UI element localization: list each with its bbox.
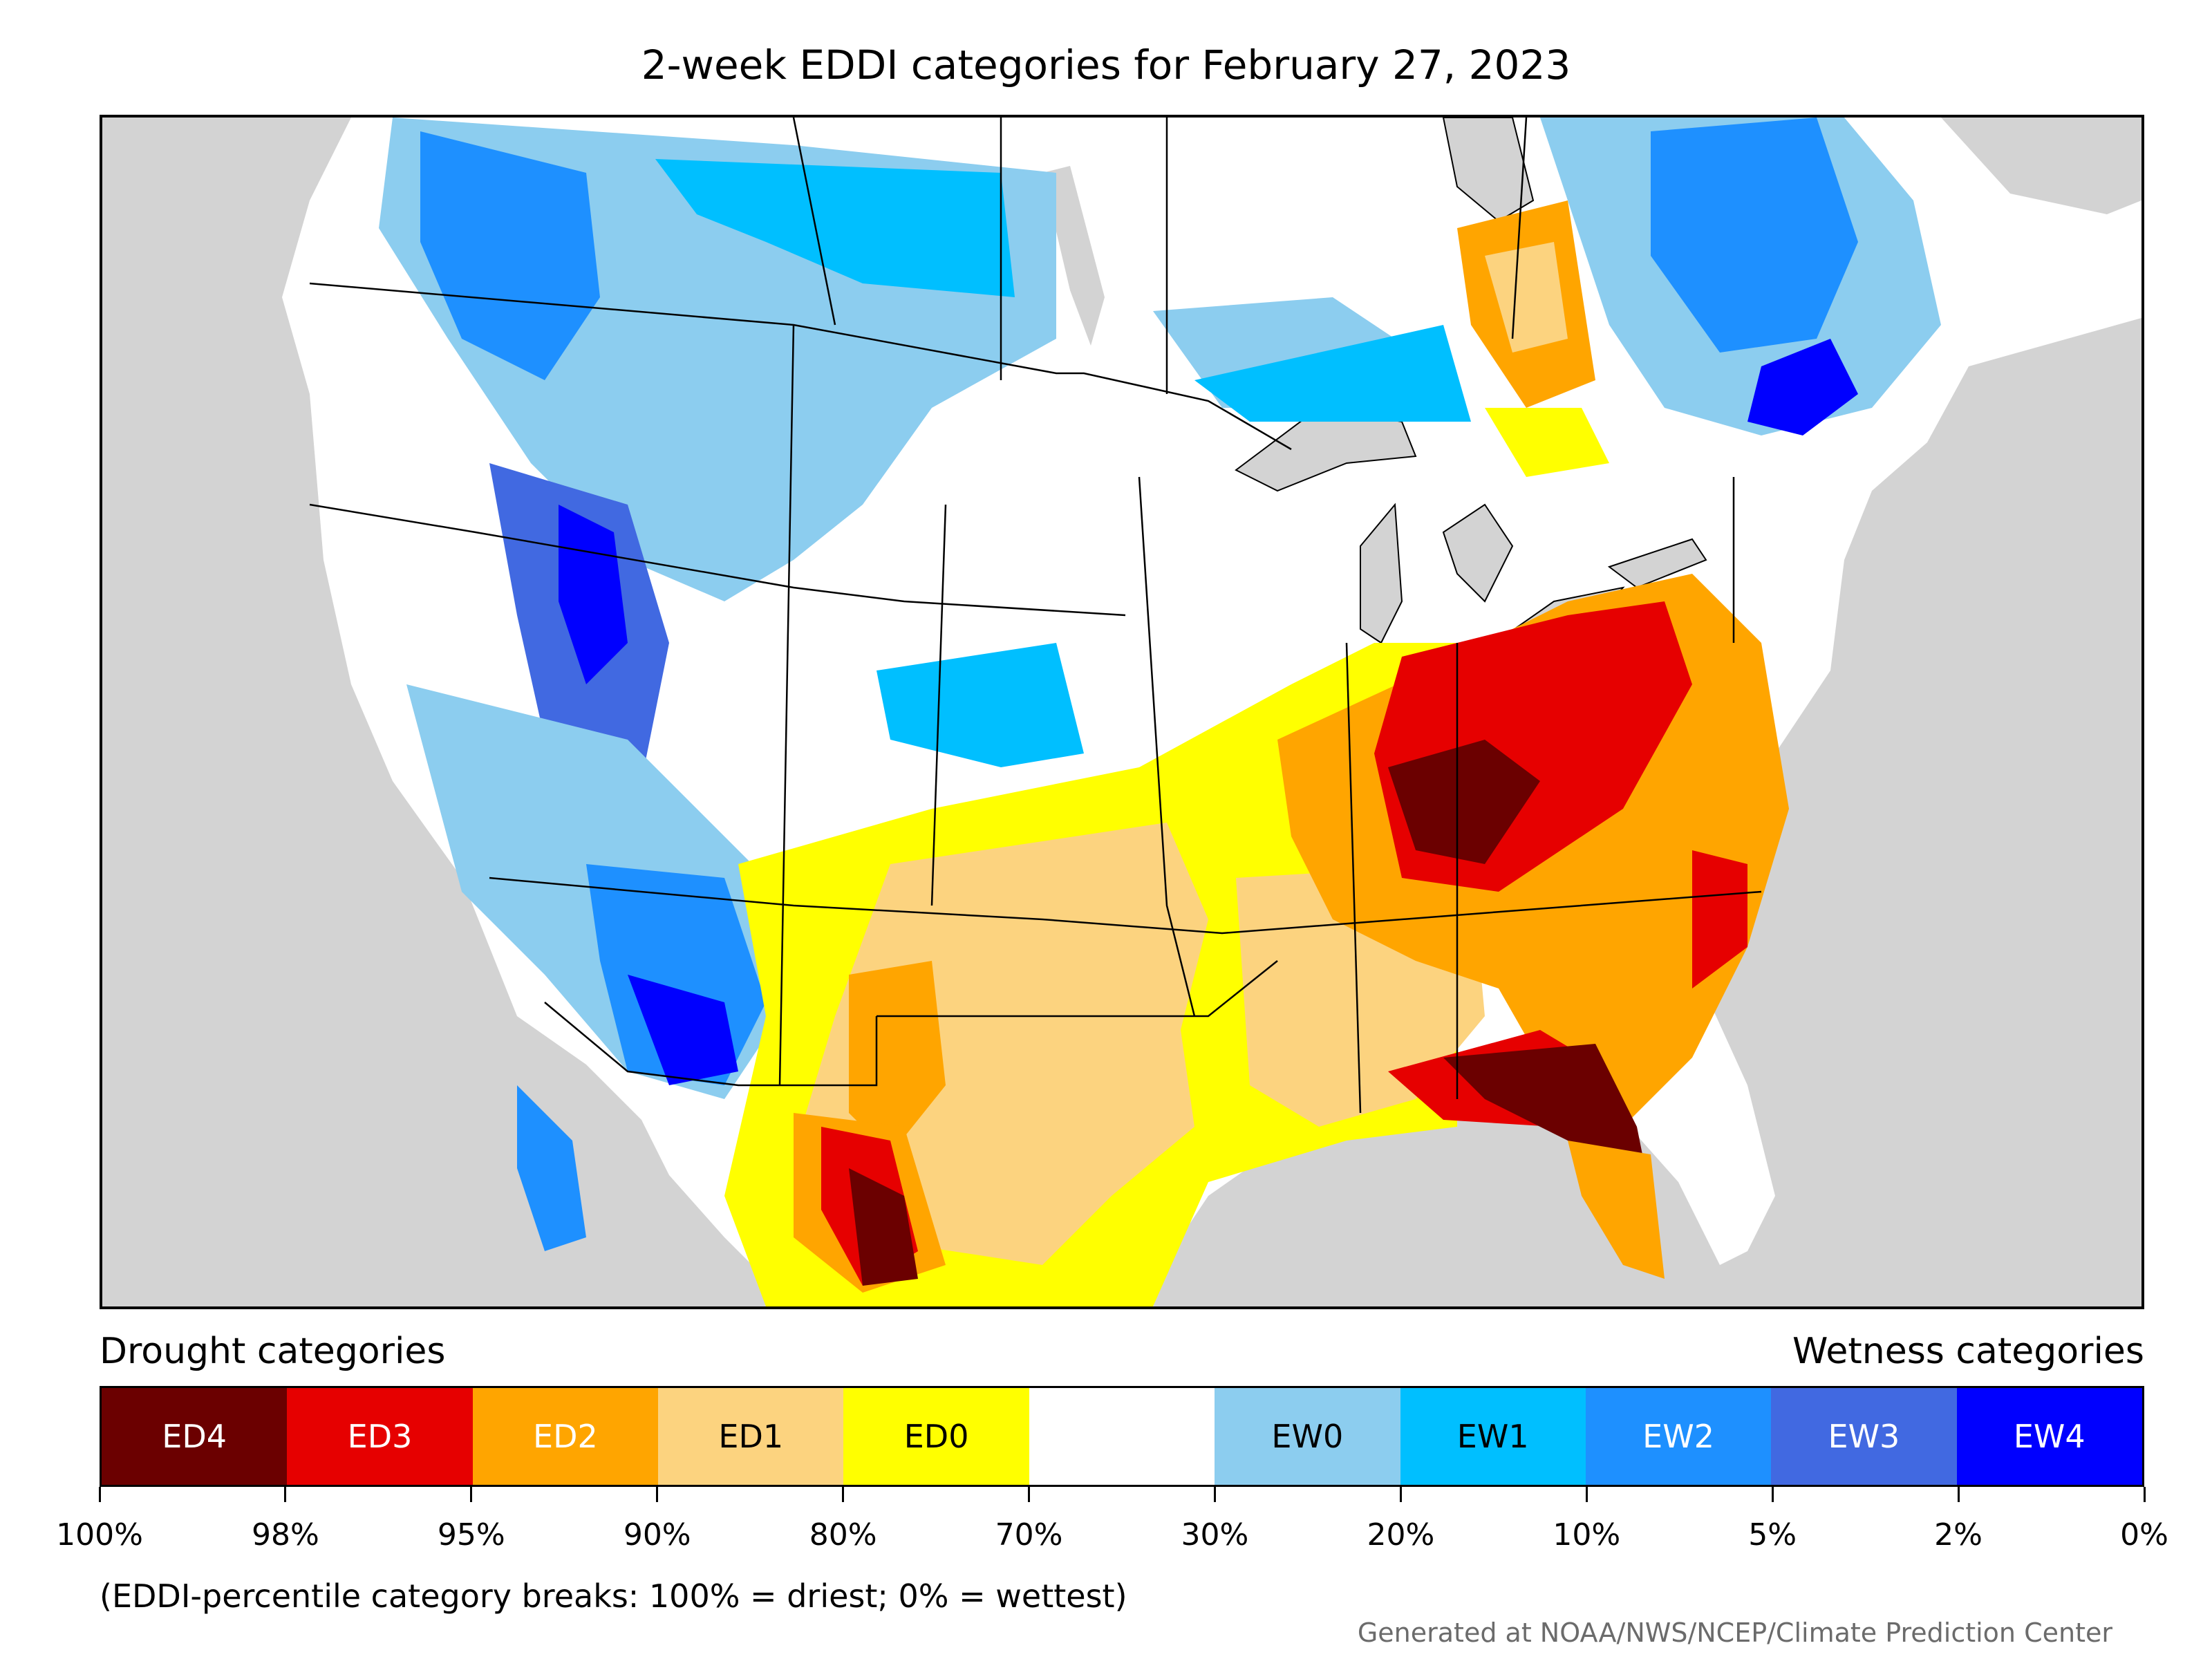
wetness-areas: [379, 118, 1941, 1251]
colorbar-tick-label: 95%: [437, 1517, 505, 1553]
colorbar-tick-label: 0%: [2120, 1517, 2168, 1553]
category-swatch: ED3: [287, 1388, 473, 1485]
colorbar-tick-mark: [1399, 1487, 1402, 1502]
colorbar-tick-label: 90%: [623, 1517, 691, 1553]
map-title: 2-week EDDI categories for February 27, …: [641, 41, 1571, 88]
wetness-categories-label: Wetness categories: [1792, 1331, 2144, 1372]
colorbar-tick-label: 10%: [1553, 1517, 1621, 1553]
colorbar-tick-mark: [842, 1487, 845, 1502]
category-swatch: ED1: [658, 1388, 844, 1485]
political-borders: [309, 118, 1762, 1114]
category-swatch: EW4: [1956, 1388, 2142, 1485]
colorbar-tick-mark: [284, 1487, 287, 1502]
colorbar-tick-label: 30%: [1181, 1517, 1249, 1553]
map-svg: [282, 118, 2141, 1306]
category-swatch: [1029, 1388, 1215, 1485]
category-swatch: EW1: [1400, 1388, 1586, 1485]
category-swatch: EW0: [1215, 1388, 1400, 1485]
category-swatch: ED2: [472, 1388, 659, 1485]
lake-winnipeg: [1042, 166, 1105, 346]
colorbar-tick-mark: [1585, 1487, 1588, 1502]
credit-line: Generated at NOAA/NWS/NCEP/Climate Predi…: [1357, 1618, 2112, 1648]
colorbar-tick-label: 5%: [1748, 1517, 1797, 1553]
colorbar-tick-mark: [1028, 1487, 1031, 1502]
category-swatch: ED4: [102, 1388, 288, 1485]
colorbar-tick-mark: [2143, 1487, 2146, 1502]
drought-areas: [724, 200, 1789, 1306]
colorbar-tick-mark: [470, 1487, 473, 1502]
category-swatch: EW2: [1585, 1388, 1772, 1485]
colorbar-tick-mark: [1771, 1487, 1774, 1502]
colorbar-tick-label: 20%: [1367, 1517, 1435, 1553]
category-colorbar: ED4 ED3 ED2 ED1 ED0 EW0 EW1 EW2 EW3 EW4: [100, 1386, 2144, 1487]
category-swatch: EW3: [1771, 1388, 1957, 1485]
james-bay: [1442, 118, 1535, 223]
colorbar-tick-label: 2%: [1934, 1517, 1983, 1553]
colorbar-tick-label: 80%: [809, 1517, 877, 1553]
percentile-note: (EDDI-percentile category breaks: 100% =…: [100, 1577, 1127, 1615]
colorbar-tick-mark: [98, 1487, 101, 1502]
colorbar-tick-mark: [1213, 1487, 1216, 1502]
colorbar-tick-mark: [1957, 1487, 1960, 1502]
drought-categories-label: Drought categories: [100, 1331, 446, 1372]
eddi-map: [100, 115, 2144, 1309]
colorbar-tick-mark: [656, 1487, 659, 1502]
colorbar-tick-label: 98%: [252, 1517, 319, 1553]
category-swatch: ED0: [843, 1388, 1029, 1485]
colorbar-tick-label: 100%: [56, 1517, 143, 1553]
colorbar-tick-label: 70%: [995, 1517, 1063, 1553]
